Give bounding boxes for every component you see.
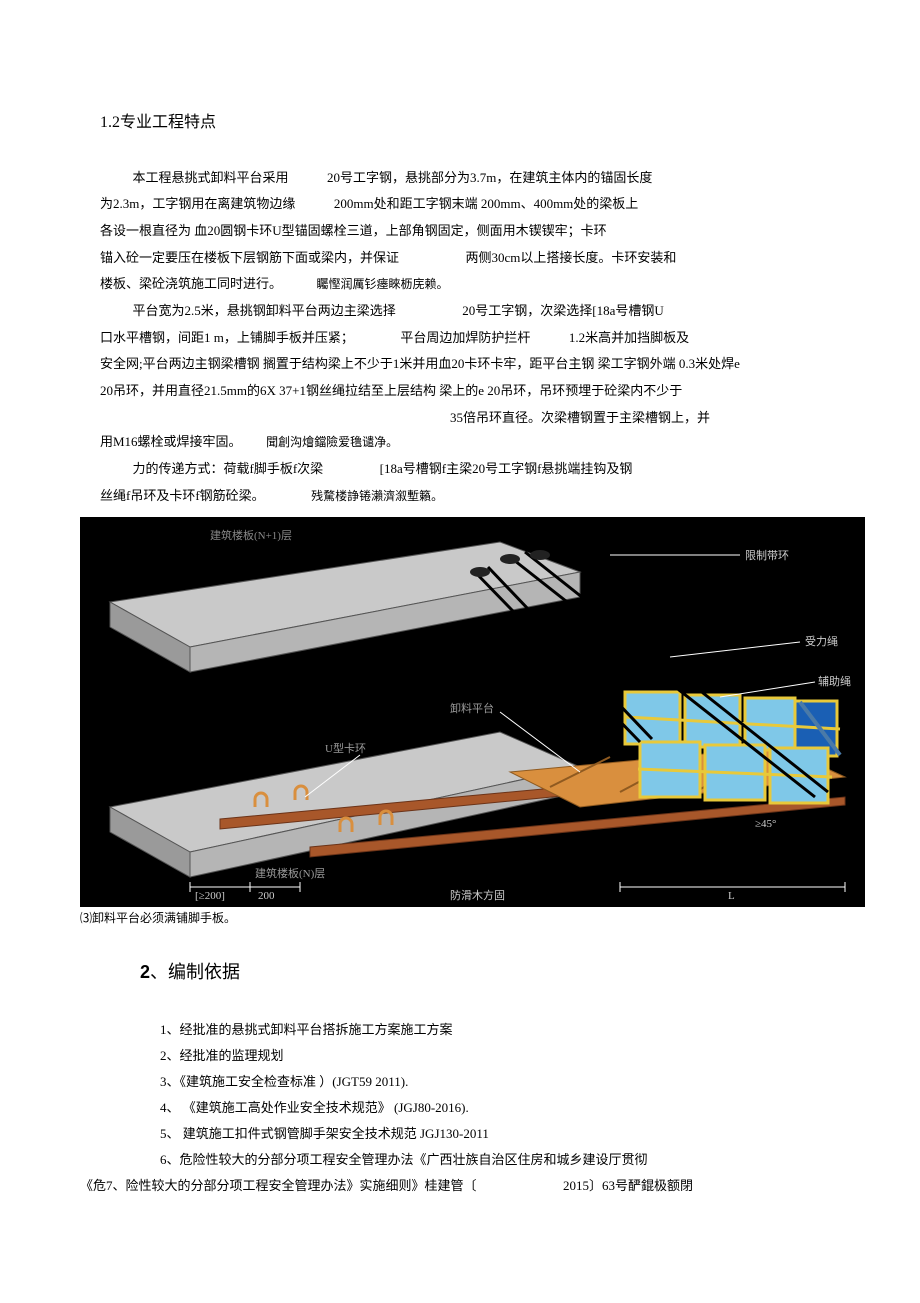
label-angle: ≥45° bbox=[755, 818, 776, 830]
garbled-text: 聞創沟燴鐺險爱氇谴净。 bbox=[266, 435, 398, 449]
text: 本工程悬挑式卸料平台采用 bbox=[133, 170, 289, 185]
section-label: 、编制依据 bbox=[150, 962, 240, 982]
text: [18a号槽钢f主梁20号工字钢f悬挑端挂钩及钢 bbox=[380, 461, 633, 476]
paragraph: 安全网;平台两边主钢梁槽钢 搁置于结构梁上不少于1米并用血20卡环卡牢，距平台主… bbox=[100, 352, 820, 377]
paragraph: 楼板、梁砼浇筑施工同时进行。 矚慳润厲钐瘗睞枥庑赖。 bbox=[100, 272, 820, 297]
list-item: 1、经批准的悬挑式卸料平台搭拆施工方案施工方案 bbox=[160, 1017, 820, 1043]
text: 平台宽为2.5米，悬挑钢卸料平台两边主梁选择 bbox=[133, 303, 396, 318]
paragraph: 口水平槽钢，间距1 m，上铺脚手板并压紧； 平台周边加焊防护拦杆 1.2米高并加… bbox=[100, 326, 820, 351]
paragraph: 丝绳f吊环及卡环f钢筋砼梁。 残騖楼諍锩瀨濟溆塹籟。 bbox=[100, 484, 820, 509]
label-ring: 限制带环 bbox=[745, 549, 789, 562]
text: 2015〕63号酽錕极额閉 bbox=[563, 1178, 693, 1193]
text: 用M16螺栓或焊接牢固。 bbox=[100, 434, 242, 449]
basis-list: 1、经批准的悬挑式卸料平台搭拆施工方案施工方案 2、经批准的监理规划 3、《建筑… bbox=[160, 1017, 820, 1173]
text: 锚入砼一定要压在楼板下层钢筋下面或梁内，并保证 bbox=[100, 250, 399, 265]
paragraph: 20吊环，并用直径21.5mm的6X 37+1钢丝绳拉结至上层结构 梁上的e 2… bbox=[100, 379, 820, 404]
text: 平台周边加焊防护拦杆 bbox=[400, 330, 530, 345]
text: 楼板、梁砼浇筑施工同时进行。 bbox=[100, 276, 282, 291]
text: 丝绳f吊环及卡环f钢筋砼梁。 bbox=[100, 488, 265, 503]
list-item: 6、危险性较大的分部分项工程安全管理办法《广西壮族自治区住房和城乡建设厅贯彻 bbox=[160, 1147, 820, 1173]
section-number: 2 bbox=[140, 962, 150, 982]
diagram-svg: 建筑楼板(N+1)层 限制带环 受力绳 辅助绳 卸料平台 U型卡环 ≥45° 建… bbox=[80, 517, 865, 907]
list-item: 2、经批准的监理规划 bbox=[160, 1043, 820, 1069]
garbled-text: 矚慳润厲钐瘗睞枥庑赖。 bbox=[317, 277, 449, 291]
text: 200mm处和距工字钢末端 200mm、400mm处的梁板上 bbox=[334, 196, 638, 211]
text: 力的传递方式：荷载f脚手板f次梁 bbox=[133, 461, 324, 476]
text: 两侧30cm以上搭接长度。卡环安装和 bbox=[466, 250, 677, 265]
text: 为2.3m，工字钢用在离建筑物边缘 bbox=[100, 196, 295, 211]
guardrail bbox=[625, 692, 840, 803]
label-platform: 卸料平台 bbox=[450, 701, 494, 715]
platform-diagram: 建筑楼板(N+1)层 限制带环 受力绳 辅助绳 卸料平台 U型卡环 ≥45° 建… bbox=[80, 517, 865, 907]
label-main-rope: 受力绳 bbox=[805, 634, 838, 648]
list-item: 3、《建筑施工安全检查标准 ）(JGT59 2011). bbox=[160, 1069, 820, 1095]
paragraph: 锚入砼一定要压在楼板下层钢筋下面或梁内，并保证 两侧30cm以上搭接长度。卡环安… bbox=[100, 246, 820, 271]
label-dim1: [≥200] bbox=[195, 890, 225, 902]
list-item: 4、 《建筑施工高处作业安全技术规范》 (JGJ80-2016). bbox=[160, 1095, 820, 1121]
text: 20号工字钢，悬挑部分为3.7m，在建筑主体内的锚固长度 bbox=[327, 170, 652, 185]
label-aux-rope: 辅助绳 bbox=[818, 674, 851, 688]
label-ubolt: U型卡环 bbox=[325, 741, 366, 755]
section-2-title: 2、编制依据 bbox=[140, 958, 820, 987]
garbled-text: 残騖楼諍锩瀨濟溆塹籟。 bbox=[311, 489, 443, 503]
text: 35倍吊环直径。次梁槽钢置于主梁槽钢上，并 bbox=[450, 406, 710, 431]
paragraph: 35倍吊环直径。次梁槽钢置于主梁槽钢上，并 bbox=[100, 406, 820, 431]
label-lower-slab: 建筑楼板(N)层 bbox=[255, 866, 325, 880]
text: 口水平槽钢，间距1 m，上铺脚手板并压紧； bbox=[100, 330, 354, 345]
section-1-title: 1.2专业工程特点 bbox=[100, 110, 820, 136]
label-dim-l: L bbox=[728, 890, 735, 902]
list-item: 5、 建筑施工扣件式钢管脚手架安全技术规范 JGJ130-2011 bbox=[160, 1121, 820, 1147]
label-bottom-mid: 防滑木方固 bbox=[450, 888, 505, 902]
text: 1.2米高并加挡脚板及 bbox=[569, 330, 689, 345]
diagram-caption: ⑶卸料平台必须满铺脚手板。 bbox=[80, 909, 820, 928]
paragraph: 平台宽为2.5米，悬挑钢卸料平台两边主梁选择 20号工字钢，次梁选择[18a号槽… bbox=[100, 299, 820, 324]
text: 20号工字钢，次梁选择[18a号槽钢U bbox=[462, 303, 664, 318]
paragraph: 本工程悬挑式卸料平台采用 20号工字钢，悬挑部分为3.7m，在建筑主体内的锚固长… bbox=[100, 166, 820, 191]
list-item-continuation: 《危7、险性较大的分部分项工程安全管理办法》实施细则》桂建管〔 2015〕63号… bbox=[80, 1173, 820, 1199]
paragraph: 为2.3m，工字钢用在离建筑物边缘 200mm处和距工字钢末端 200mm、40… bbox=[100, 192, 820, 217]
paragraph: 力的传递方式：荷载f脚手板f次梁 [18a号槽钢f主梁20号工字钢f悬挑端挂钩及… bbox=[100, 457, 820, 482]
paragraph: 各设一根直径为 血20圆钢卡环U型锚固螺栓三道，上部角钢固定，侧面用木锲锲牢；卡… bbox=[100, 219, 820, 244]
label-upper-slab: 建筑楼板(N+1)层 bbox=[210, 528, 292, 542]
paragraph: 用M16螺栓或焊接牢固。 聞創沟燴鐺險爱氇谴净。 bbox=[100, 430, 820, 455]
label-dim2: 200 bbox=[258, 890, 275, 902]
text: 《危7、险性较大的分部分项工程安全管理办法》实施细则》桂建管〔 bbox=[80, 1178, 477, 1193]
